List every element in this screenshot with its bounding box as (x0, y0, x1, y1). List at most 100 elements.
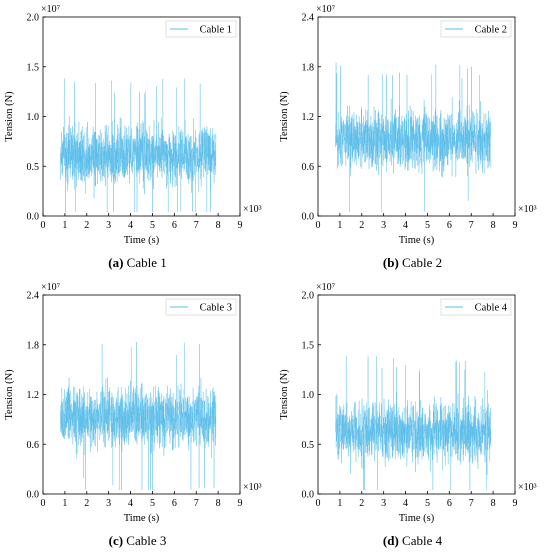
x-tick-label-a-4: 4 (128, 220, 133, 231)
x-tick-label-d-2: 2 (359, 498, 364, 509)
panel-d: 0 1 2 3 4 5 6 7 8 9 0.0 0.5 1.0 1.5 2.0 Time (s) Tension… (275, 278, 550, 555)
x-tick-label-c-2: 2 (84, 498, 89, 509)
legend-box-b (440, 20, 512, 38)
y-axis-label-a: Tension (N) (4, 91, 15, 142)
plot-frame-d (317, 294, 516, 495)
y-tick-label-c-0: 0.0 (27, 490, 40, 501)
x-tick-label-a-2: 2 (84, 220, 89, 231)
x-tick-label-c-6: 6 (172, 498, 177, 509)
caption-letter-c: (c) (108, 533, 124, 548)
x-tick-label-c-4: 4 (128, 498, 133, 509)
y-tick-label-b-2: 1.2 (302, 112, 315, 123)
y-tick-label-d-1: 0.5 (302, 440, 315, 451)
x-tick-label-d-8: 8 (491, 498, 496, 509)
caption-letter-a: (a) (108, 255, 124, 270)
y-tick-label-a-3: 1.5 (27, 62, 40, 73)
legend-label-a: Cable 1 (200, 25, 232, 36)
x-tick-label-b-4: 4 (403, 220, 408, 231)
y-axis-label-d: Tension (N) (279, 369, 290, 420)
x-multiplier-d: ×10³ (518, 482, 537, 493)
y-tick-label-c-3: 1.8 (27, 340, 40, 351)
x-tick-label-d-1: 1 (337, 498, 342, 509)
x-tick-label-a-8: 8 (216, 220, 221, 231)
x-multiplier-a: ×10³ (243, 204, 262, 215)
legend-box-c (165, 298, 237, 316)
legend-label-d: Cable 4 (475, 303, 508, 314)
caption-text-d: Cable 4 (398, 533, 443, 548)
legend-box-a (165, 20, 237, 38)
x-tick-label-b-5: 5 (425, 220, 430, 231)
y-tick-label-b-3: 1.8 (302, 62, 315, 73)
y-multiplier-a: ×10⁷ (41, 4, 61, 15)
x-multiplier-b: ×10³ (518, 204, 537, 215)
caption-text-a: Cable 1 (123, 255, 167, 270)
y-tick-label-a-0: 0.0 (27, 212, 40, 223)
legend-label-c: Cable 3 (200, 303, 232, 314)
x-multiplier-c: ×10³ (243, 482, 262, 493)
x-tick-label-d-9: 9 (513, 498, 518, 509)
legend-box-d (440, 298, 512, 316)
y-tick-label-a-4: 2.0 (27, 13, 40, 24)
caption-text-b: Cable 2 (398, 255, 443, 270)
series-line-b (335, 62, 492, 213)
y-tick-label-d-0: 0.0 (302, 490, 315, 501)
x-tick-label-d-3: 3 (381, 498, 386, 509)
x-axis-label-c: Time (s) (124, 513, 160, 524)
chart-svg-a: 0 1 2 3 4 5 6 7 8 9 0.0 0.5 1.0 1.5 2.0 Time (s) Tension… (4, 4, 262, 246)
y-tick-label-b-0: 0.0 (302, 212, 315, 223)
x-tick-label-b-7: 7 (469, 220, 474, 231)
y-tick-label-c-2: 1.2 (27, 390, 40, 401)
panel-c: 0 1 2 3 4 5 6 7 8 9 0.0 0.6 1.2 1.8 2.4 Time (s) Tension… (0, 278, 275, 555)
x-tick-label-a-0: 0 (41, 220, 46, 231)
x-tick-label-a-5: 5 (150, 220, 155, 231)
x-tick-label-c-5: 5 (150, 498, 155, 509)
caption-d: (d) Cable 4 (275, 533, 550, 549)
x-tick-label-d-0: 0 (316, 498, 321, 509)
y-tick-label-c-1: 0.6 (27, 440, 40, 451)
y-axis-label-c: Tension (N) (4, 369, 15, 420)
caption-letter-b: (b) (382, 255, 399, 270)
x-axis-label-b: Time (s) (399, 235, 435, 246)
y-multiplier-d: ×10⁷ (316, 282, 336, 293)
x-tick-label-a-3: 3 (106, 220, 111, 231)
chart-svg-d: 0 1 2 3 4 5 6 7 8 9 0.0 0.5 1.0 1.5 2.0 Time (s) Tension… (279, 282, 537, 524)
x-tick-label-b-8: 8 (491, 220, 496, 231)
x-tick-label-d-4: 4 (403, 498, 408, 509)
y-tick-label-a-2: 1.0 (27, 112, 40, 123)
x-tick-label-b-1: 1 (337, 220, 342, 231)
x-tick-label-c-7: 7 (194, 498, 199, 509)
legend-label-b: Cable 2 (475, 25, 507, 36)
caption-text-c: Cable 3 (123, 533, 167, 548)
x-tick-label-d-5: 5 (425, 498, 430, 509)
x-tick-label-b-3: 3 (381, 220, 386, 231)
series-line-c (60, 341, 217, 491)
y-tick-label-b-1: 0.6 (302, 162, 315, 173)
caption-b: (b) Cable 2 (275, 255, 550, 271)
y-tick-label-a-1: 0.5 (27, 162, 40, 173)
series-line-a (60, 78, 217, 213)
x-tick-label-c-0: 0 (41, 498, 46, 509)
panel-b: 0 1 2 3 4 5 6 7 8 9 0.0 0.6 1.2 1.8 2.4 Time (s) Tension… (275, 0, 550, 277)
y-multiplier-b: ×10⁷ (316, 4, 336, 15)
y-tick-label-d-3: 1.5 (302, 340, 315, 351)
x-tick-label-c-8: 8 (216, 498, 221, 509)
x-axis-label-d: Time (s) (399, 513, 435, 524)
x-tick-label-b-2: 2 (359, 220, 364, 231)
caption-a: (a) Cable 1 (0, 255, 275, 271)
x-tick-label-a-9: 9 (238, 220, 243, 231)
y-axis-label-b: Tension (N) (279, 91, 290, 142)
x-tick-label-d-6: 6 (447, 498, 452, 509)
series-line-d (335, 356, 492, 491)
x-tick-label-b-0: 0 (316, 220, 321, 231)
caption-letter-d: (d) (382, 533, 399, 548)
x-tick-label-c-1: 1 (62, 498, 67, 509)
x-tick-label-c-9: 9 (238, 498, 243, 509)
x-tick-label-b-6: 6 (447, 220, 452, 231)
x-tick-label-a-1: 1 (62, 220, 67, 231)
x-tick-label-d-7: 7 (469, 498, 474, 509)
chart-svg-c: 0 1 2 3 4 5 6 7 8 9 0.0 0.6 1.2 1.8 2.4 Time (s) Tension… (4, 282, 262, 524)
x-tick-label-b-9: 9 (513, 220, 518, 231)
caption-c: (c) Cable 3 (0, 533, 275, 549)
x-axis-label-a: Time (s) (124, 235, 160, 246)
